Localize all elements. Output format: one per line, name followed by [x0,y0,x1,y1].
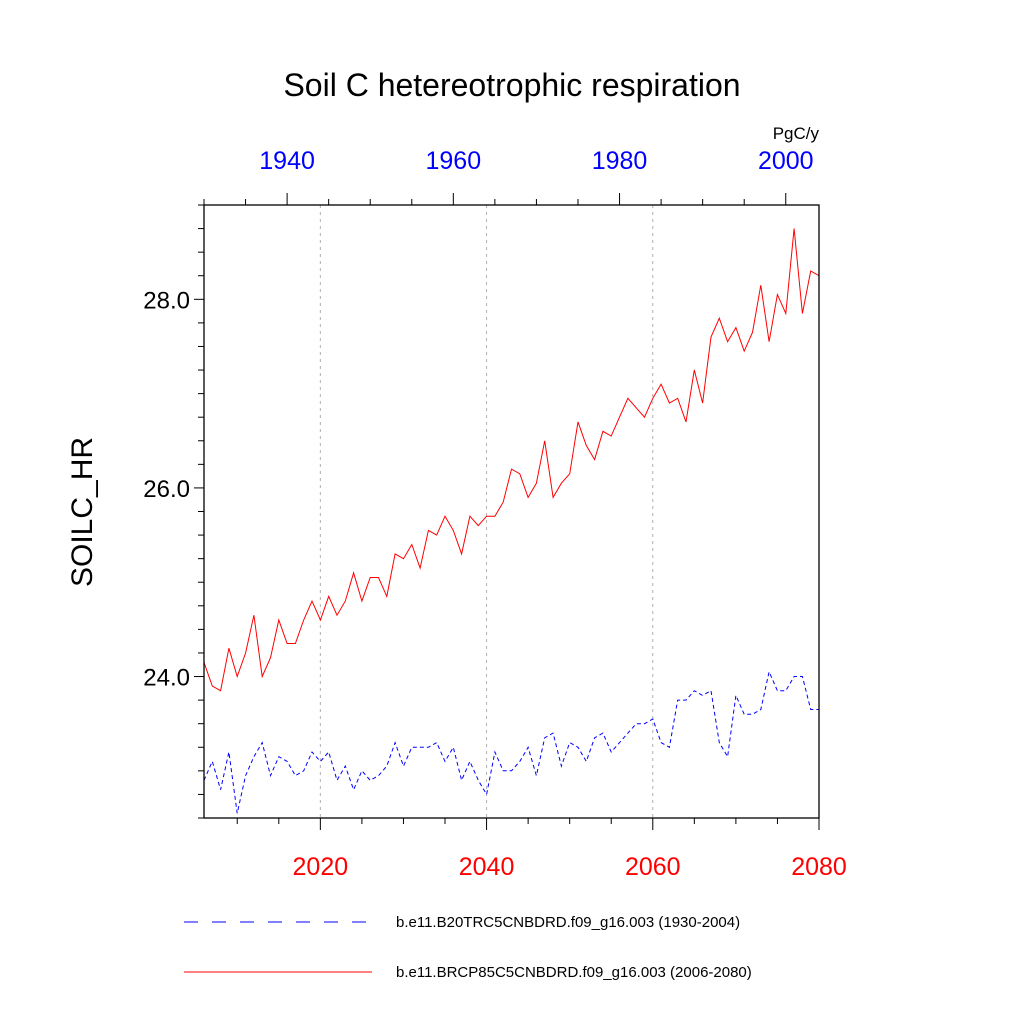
series-line-2 [203,228,820,692]
x-bottom-tick-label: 2020 [293,853,349,881]
legend-label-2: b.e11.BRCP85C5CNBDRD.f09_g16.003 (2006-2… [396,964,752,981]
x-top-tick-label: 2000 [758,147,814,175]
x-bottom-tick-label: 2040 [459,853,515,881]
y-axis-label: SOILC_HR [66,437,99,587]
legend-label-1: b.e11.B20TRC5CNBDRD.f09_g16.003 (1930-20… [396,914,740,931]
units-label: PgC/y [773,124,820,143]
x-bottom-tick-label: 2060 [625,853,681,881]
y-tick-label: 26.0 [143,476,190,503]
grid-lines [319,205,654,818]
y-tick-label: 28.0 [143,287,190,314]
series-line-1 [203,670,819,814]
plot-frame [203,204,820,819]
chart-title: Soil C hetereotrophic respiration [283,67,740,103]
x-top-tick-label: 1940 [259,147,315,175]
x-top-tick-label: 1980 [592,147,648,175]
axes-layer: 24.0 26.0 28.0 2020 2040 2060 2080 1940 1960 1980… [143,147,847,881]
x-bottom-tick-label: 2080 [791,853,847,881]
x-top-tick-label: 1960 [426,147,482,175]
y-tick-label: 24.0 [143,665,190,692]
legend: b.e11.B20TRC5CNBDRD.f09_g16.003 (1930-20… [184,914,752,981]
series-layer [203,228,820,814]
